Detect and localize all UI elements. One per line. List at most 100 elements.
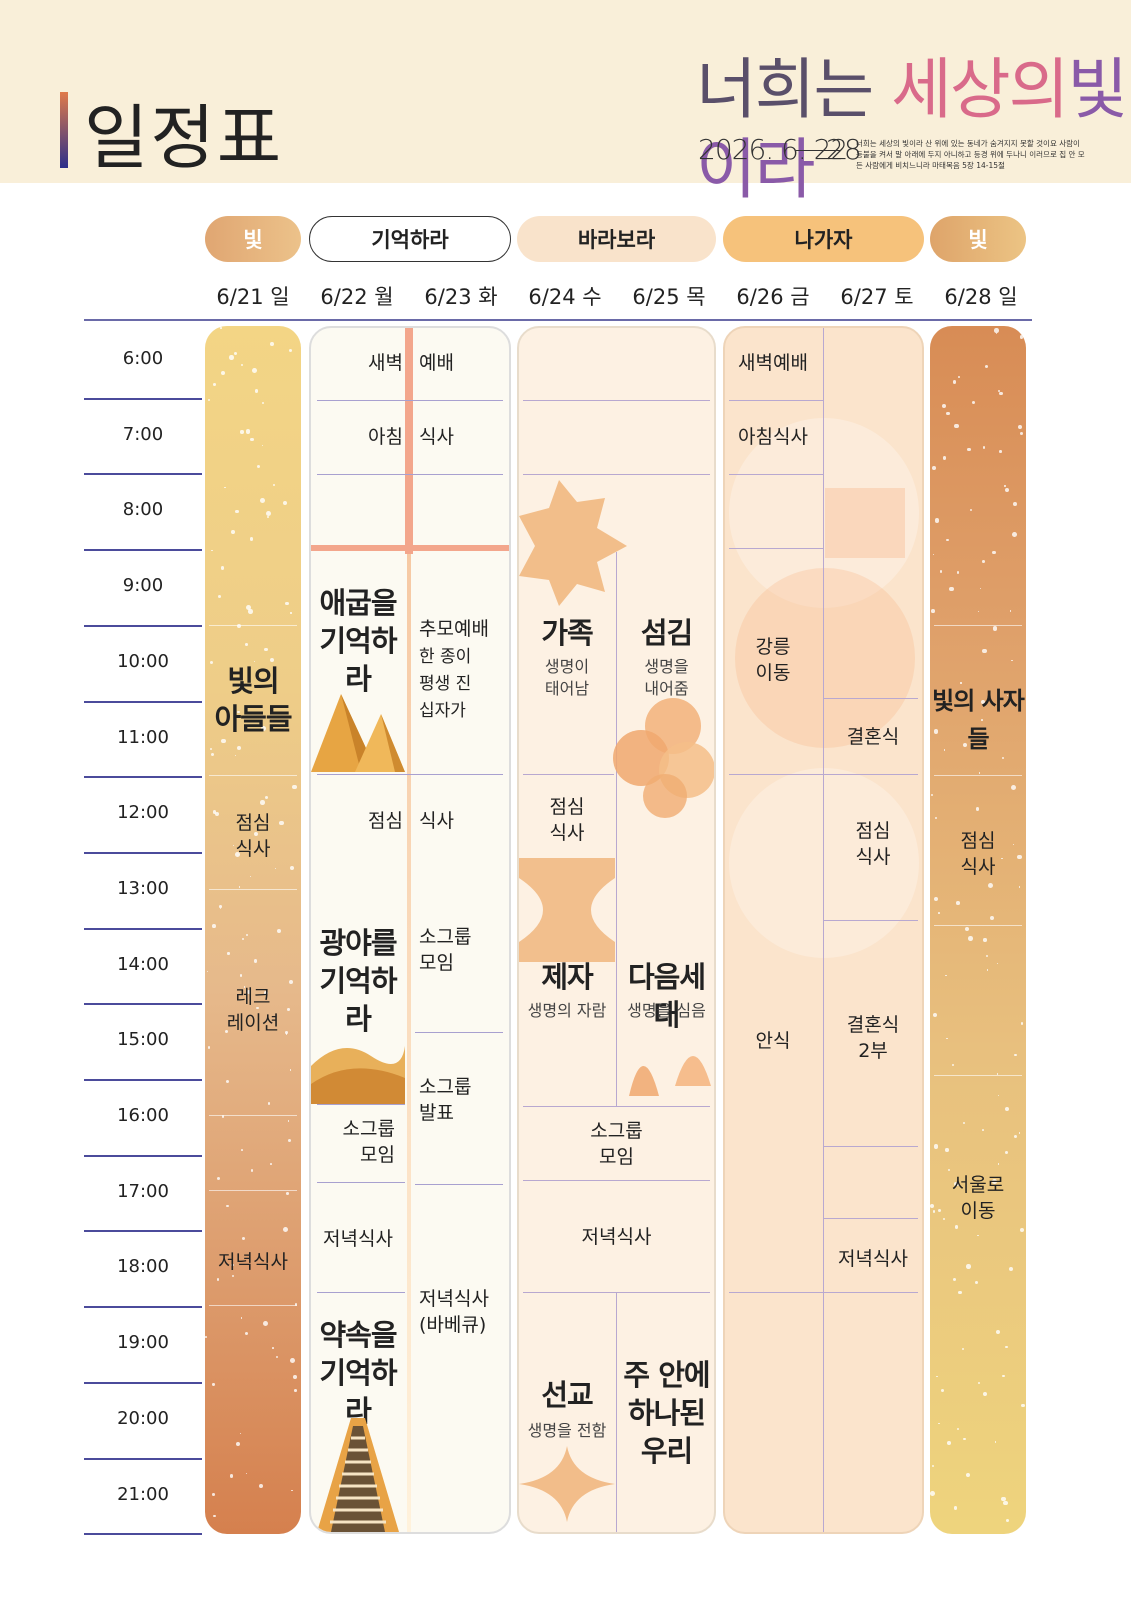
sparkle-dot [243, 986, 246, 989]
event-move-gangneung: 강릉 이동 [755, 636, 791, 684]
day-label-0624: 6/24 수 [528, 285, 602, 309]
sparkle-dot [1004, 1107, 1010, 1112]
sparkle-dot [217, 594, 222, 599]
sparkle-dot [947, 1440, 951, 1445]
sparkle-dot [1018, 886, 1020, 888]
sparkle-dot [986, 955, 989, 958]
sparkle-dot [221, 1115, 225, 1118]
sparkle-dot [287, 1008, 290, 1011]
sparkle-dot [207, 1046, 210, 1049]
event-mission: 선교 [541, 1378, 593, 1412]
sparkle-dot [962, 1437, 966, 1441]
sparkle-dot [250, 437, 254, 442]
sparkle-dot [238, 886, 241, 888]
event-lunch-a-0622: 점심 [368, 810, 403, 832]
event-lunch-0621: 점심 식사 [235, 812, 271, 860]
sparkle-dot [285, 1033, 288, 1035]
event-dinner-0624: 저녁식사 [581, 1226, 652, 1248]
sparkle-dot [962, 743, 968, 748]
sparkle-dot [283, 1227, 289, 1233]
event-bf-a-0622: 아침 [368, 426, 403, 448]
sparkle-dot [245, 933, 248, 936]
phase-pill-remember: 기억하라 [309, 216, 511, 262]
sparkle-dot [1001, 756, 1004, 759]
event-dinner-0621: 저녁식사 [218, 1251, 288, 1273]
event-lunch-0628: 점심 식사 [960, 830, 996, 878]
sparkle-dot [237, 746, 242, 751]
time-row-divider [84, 1230, 202, 1233]
sparkle-dot [977, 1234, 979, 1236]
sparkle-dot [220, 327, 222, 329]
sparkle-dot [930, 1491, 935, 1496]
sparkle-dot [224, 1029, 229, 1033]
time-label: 18:00 [117, 1256, 169, 1278]
title-accent-bar [60, 92, 68, 168]
time-row-divider [84, 700, 202, 703]
sparkle-dot [1012, 532, 1017, 538]
phase-pill-light-end: 빛 [930, 216, 1026, 262]
event-dinner-0622: 저녁식사 [323, 1228, 393, 1250]
sparkle-dot [994, 1441, 997, 1444]
sparkle-dot [999, 450, 1002, 453]
sparkle-dot [932, 553, 934, 556]
sparkle-dot [981, 560, 985, 563]
sparkle-dot [231, 1263, 234, 1267]
sparkle-dot [962, 1122, 966, 1125]
event-family-sub: 생명이 태어남 [544, 657, 590, 698]
sparkle-dot [213, 383, 217, 386]
event-smallgroup-0623a: 소그룹 모임 [419, 926, 472, 974]
sparkle-dot [256, 464, 260, 468]
event-lunch-0627: 점심 식사 [855, 820, 891, 868]
sparkle-dot [958, 1290, 962, 1295]
sparkle-dot [289, 349, 293, 353]
sparkle-dot [273, 692, 275, 695]
time-row-divider [84, 1457, 202, 1460]
sparkle-dot [240, 364, 243, 367]
sparkle-dot [1002, 1374, 1005, 1377]
sparkle-dot [209, 748, 212, 751]
sparkle-dot [287, 1120, 290, 1122]
time-row-divider [84, 473, 202, 476]
sparkle-dot [966, 1264, 971, 1269]
sparkle-dot [211, 549, 213, 551]
desert-dunes-icon [311, 1046, 405, 1104]
sparkle-dot [240, 430, 244, 434]
sparkle-dot [235, 510, 239, 514]
sparkle-dot [205, 1335, 207, 1338]
sparkle-dot [952, 1278, 956, 1282]
sparkle-dot [248, 823, 251, 826]
sparkle-dot [996, 1329, 1000, 1334]
sparkle-dot [981, 1129, 984, 1131]
event-bf-b-0622: 식사 [419, 426, 454, 448]
event-serving-sub: 생명을 내어줌 [644, 657, 689, 698]
sparkle-dot [998, 1163, 1000, 1165]
event-next-generation: 다음세대 [627, 960, 706, 1032]
sparkle-dot [977, 1381, 981, 1385]
sparkle-dot [946, 411, 950, 416]
sparkle-dot [207, 398, 210, 402]
event-remember-promise: 약속을 기억하라 [319, 1318, 397, 1428]
sparkle-dot [956, 901, 960, 905]
event-messengers-of-light: 빛의 사자들 [932, 687, 1025, 753]
sparkle-dot [288, 1139, 292, 1143]
sparkle-dot [270, 1163, 272, 1165]
header: 일정표 너희는 세상의빛이라 2026. 6. 22 28 너희는 세상의 빛이… [0, 0, 1131, 208]
sparkle-dot [1013, 501, 1018, 506]
time-row-divider [84, 927, 202, 930]
sparkle-dot [270, 342, 274, 346]
sparkle-dot [1019, 431, 1024, 436]
sparkle-dot [934, 517, 940, 523]
column-0624-0625: 가족 생명이 태어남 섬김 생명을 내어줌 점심 식사 제자 생명의 자람 다음… [517, 326, 716, 1534]
sparkle-dot [943, 749, 945, 751]
sparkle-dot [941, 1389, 945, 1393]
sparkle-dot [994, 328, 1000, 333]
sparkle-dot [933, 1144, 939, 1149]
event-next-generation-sub: 생명을 심음 [627, 1001, 706, 1020]
sparkle-dot [290, 1358, 296, 1364]
sparkle-dot [960, 682, 962, 684]
sparkle-dot [945, 974, 947, 977]
sparkle-dot [273, 484, 276, 487]
sparkle-dot [261, 726, 266, 732]
sparkle-dot [936, 1375, 938, 1378]
time-label: 15:00 [117, 1029, 169, 1051]
